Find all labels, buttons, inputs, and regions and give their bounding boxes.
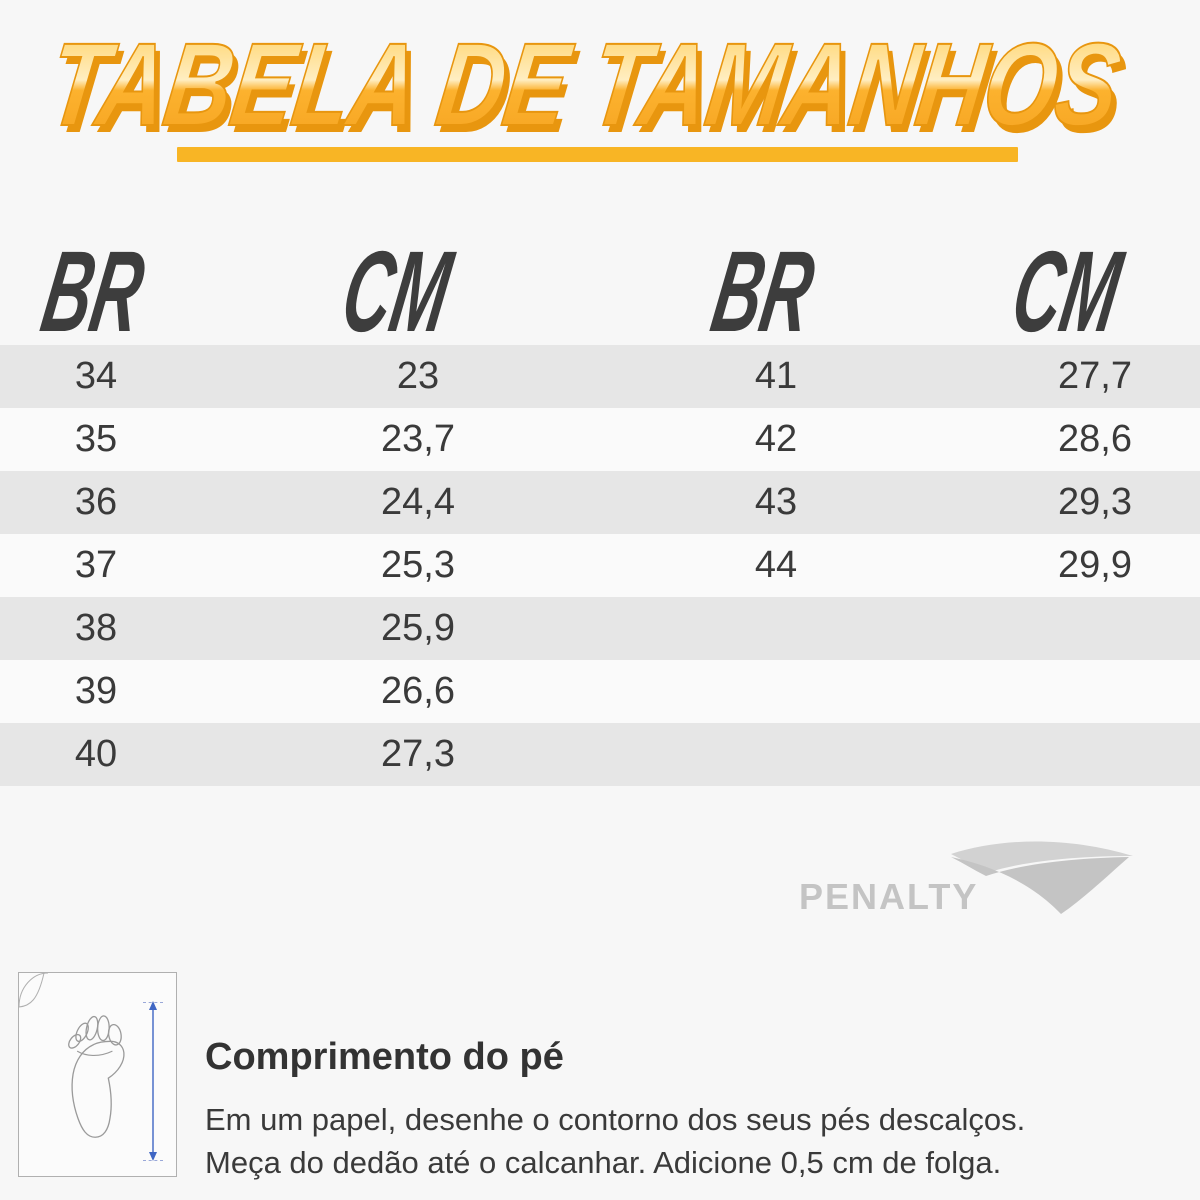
svg-text:TABELA DE TAMANHOS: TABELA DE TAMANHOS [58, 20, 1127, 151]
